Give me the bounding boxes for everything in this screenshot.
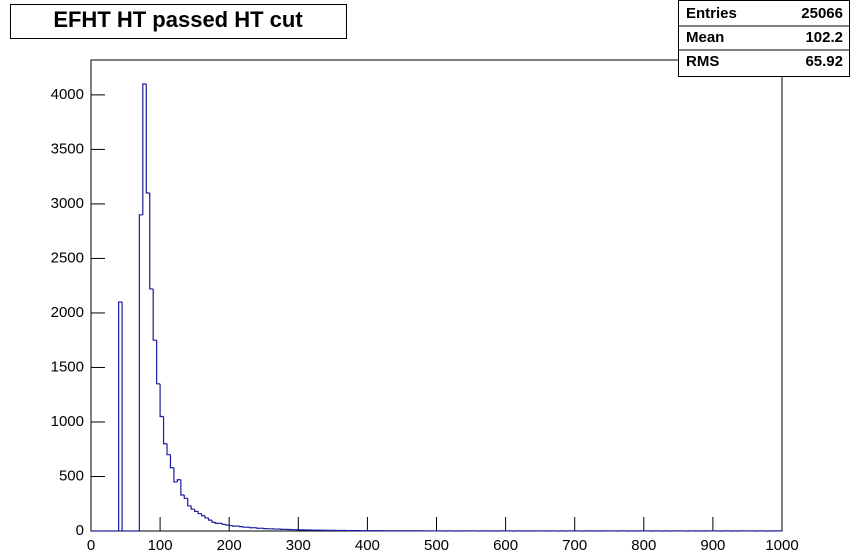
- x-tick-label: 100: [148, 537, 173, 554]
- histogram-bin: [138, 214, 143, 531]
- y-tick-label: 4000: [51, 86, 84, 103]
- histogram-bin: [232, 525, 237, 527]
- histogram-bin: [121, 302, 126, 532]
- histogram-bin: [162, 416, 168, 445]
- histogram-bin: [207, 517, 212, 521]
- x-tick-label: 200: [217, 537, 242, 554]
- x-tick-label: 300: [286, 537, 311, 554]
- x-tick-label: 600: [493, 537, 518, 554]
- histogram-bin: [204, 515, 209, 519]
- histogram-bin: [169, 454, 174, 469]
- stat-label: Mean: [686, 29, 724, 46]
- histogram-bin: [156, 340, 161, 385]
- stat-value: 102.2: [805, 29, 843, 46]
- histogram-bin: [145, 83, 150, 194]
- chart-title: EFHT HT passed HT cut: [53, 7, 303, 32]
- histogram-bin: [176, 479, 181, 482]
- histogram-bin: [183, 495, 188, 499]
- histogram-bin: [249, 527, 254, 529]
- x-tick-label: 800: [631, 537, 656, 554]
- histogram-bin: [173, 467, 178, 483]
- x-tick-label: 400: [355, 537, 380, 554]
- histogram-bin: [152, 288, 157, 341]
- stat-value: 65.92: [805, 53, 843, 70]
- histogram-bin: [142, 83, 147, 215]
- x-tick-label: 500: [424, 537, 449, 554]
- x-tick-label: 0: [87, 537, 95, 554]
- y-tick-label: 2500: [51, 249, 84, 266]
- x-tick-label: 700: [562, 537, 587, 554]
- y-tick-label: 2000: [51, 304, 84, 321]
- histogram-bin: [194, 509, 199, 512]
- y-tick-label: 1500: [51, 358, 84, 375]
- y-tick-label: 3500: [51, 140, 84, 157]
- histogram-bin: [159, 383, 164, 418]
- y-tick-label: 0: [76, 522, 84, 539]
- histogram-bin: [149, 193, 154, 290]
- histogram-bin: [221, 523, 226, 526]
- histogram-bin: [256, 527, 261, 529]
- title-box: [10, 4, 347, 39]
- histogram-bin: [200, 513, 206, 517]
- histogram-bin: [211, 520, 216, 523]
- histogram-bin: [225, 524, 230, 526]
- histogram-bin: [166, 443, 171, 456]
- y-tick-label: 500: [59, 467, 84, 484]
- histogram-bin: [214, 522, 219, 524]
- stat-label: Entries: [686, 5, 737, 22]
- histogram-bin: [228, 524, 233, 527]
- stat-label: RMS: [686, 53, 719, 70]
- histogram-bin: [118, 301, 123, 531]
- histogram-bin: [190, 505, 195, 510]
- stat-value: 25066: [801, 5, 843, 22]
- y-tick-label: 1000: [51, 413, 84, 430]
- stats-box: [678, 0, 850, 77]
- histogram-bin: [238, 526, 244, 528]
- histogram-bin: [197, 511, 202, 515]
- histogram-bin: [187, 498, 192, 507]
- histogram-bin: [242, 526, 247, 528]
- x-tick-label: 1000: [765, 537, 798, 554]
- histogram-bin: [180, 479, 185, 496]
- y-tick-label: 3000: [51, 195, 84, 212]
- x-tick-label: 900: [700, 537, 725, 554]
